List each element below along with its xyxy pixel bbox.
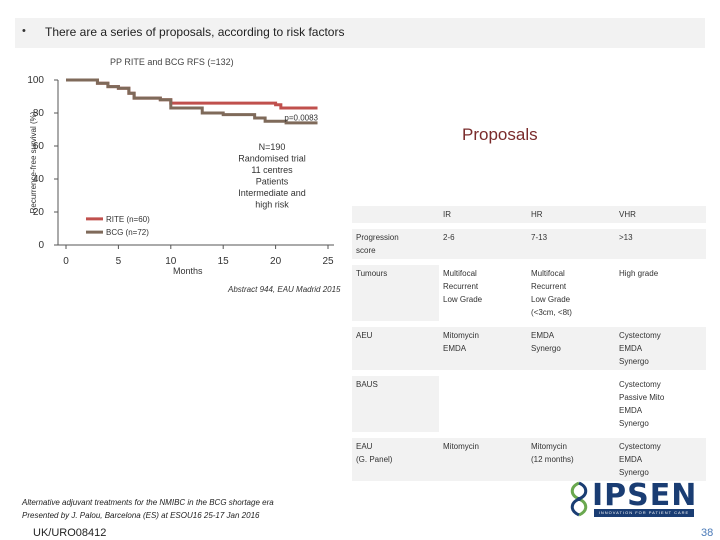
table-cell: Multifocal Recurrent Low Grade	[439, 259, 527, 324]
table-row: Progression score 2-6 7-13 >13	[352, 223, 706, 262]
header-bar	[15, 18, 705, 48]
chart-title: PP RITE and BCG RFS (=132)	[110, 57, 234, 67]
logo-mark-icon	[570, 481, 588, 517]
table-cell: Mitomycin	[439, 432, 527, 481]
row-label: AEU	[352, 321, 439, 373]
y-tick-label: 20	[33, 207, 45, 218]
annotation-line: high risk	[255, 200, 289, 210]
footer-line-1: Alternative adjuvant treatments for the …	[22, 498, 274, 507]
annotation-line: N=190	[259, 142, 286, 152]
km-survival-chart: 0 20 40 60 80 100 0 5 10 15 20 25 Months Recurrence-…	[27, 75, 334, 276]
x-tick-label: 0	[63, 256, 69, 267]
x-axis-label: Months	[173, 266, 203, 276]
column-header	[352, 206, 439, 226]
y-tick-label: 80	[33, 108, 45, 119]
y-tick-label: 60	[33, 141, 45, 152]
table-cell	[439, 370, 527, 435]
annotation-line: Intermediate and	[238, 188, 306, 198]
y-axis-label: Recurrence-free survival (%)	[29, 111, 38, 213]
table-cell: Mitomycin (12 months)	[527, 432, 615, 481]
row-label: BAUS	[352, 370, 439, 435]
logo-tagline: INNOVATION FOR PATIENT CARE	[594, 509, 694, 517]
proposals-table: IR HR VHR Progression score 2-6 7-13 >13 Tumours…	[352, 206, 706, 481]
chart-lines	[66, 78, 318, 125]
slide-heading: There are a series of proposals, accordi…	[45, 25, 345, 39]
proposals-title: Proposals	[462, 125, 538, 144]
table-cell	[527, 370, 615, 435]
legend-label: RITE (n=60)	[106, 215, 150, 224]
table-cell: EMDA Synergo	[527, 321, 615, 373]
table-cell: Cystectomy EMDA Synergo	[615, 432, 706, 481]
chart-ticks: 0 20 40 60 80 100 0 5 10 15 20 25	[27, 75, 334, 267]
chart-axes	[57, 80, 334, 246]
column-header: VHR	[615, 206, 706, 226]
x-tick-label: 5	[116, 256, 122, 267]
footer-note: Alternative adjuvant treatments for the …	[22, 496, 274, 522]
logo-wordmark: IPSEN	[592, 478, 698, 513]
row-label: EAU (G. Panel)	[352, 432, 439, 481]
legend-label: BCG (n=72)	[106, 228, 149, 237]
table-cell: Multifocal Recurrent Low Grade (<3cm, <8t)	[527, 259, 615, 324]
table-cell: 7-13	[527, 223, 615, 262]
page-number: 38	[701, 527, 714, 539]
table-row: Tumours Multifocal Recurrent Low Grade Multi…	[352, 259, 706, 324]
x-tick-label: 25	[322, 256, 334, 267]
table-cell: Mitomycin EMDA	[439, 321, 527, 373]
table-cell: >13	[615, 223, 706, 262]
table-row: AEU Mitomycin EMDA EMDA Synergo Cystectomy EMD…	[352, 321, 706, 373]
p-value-label: p=0.0083	[284, 114, 318, 123]
column-header: HR	[527, 206, 615, 226]
table-cell: High grade	[615, 259, 706, 324]
table-header-row: IR HR VHR	[352, 206, 706, 226]
x-tick-label: 20	[270, 256, 282, 267]
column-header: IR	[439, 206, 527, 226]
row-label: Progression score	[352, 223, 439, 262]
table-row: BAUS Cystectomy Passive Mito EMDA Synergo	[352, 370, 706, 435]
y-tick-label: 0	[38, 240, 44, 251]
table-row: EAU (G. Panel) Mitomycin Mitomycin (12 month…	[352, 432, 706, 481]
y-tick-label: 100	[27, 75, 44, 86]
bullet-icon: •	[22, 25, 26, 37]
series-line-bcg	[66, 78, 318, 125]
row-label: Tumours	[352, 259, 439, 324]
annotation-line: 11 centres	[251, 165, 293, 175]
annotation-line: Patients	[256, 177, 289, 187]
table-cell: Cystectomy EMDA Synergo	[615, 321, 706, 373]
x-tick-label: 15	[218, 256, 230, 267]
annotation-line: Randomised trial	[238, 154, 306, 164]
table-cell: Cystectomy Passive Mito EMDA Synergo	[615, 370, 706, 435]
footer-line-2: Presented by J. Palou, Barcelona (ES) at…	[22, 511, 260, 520]
ipsen-logo	[566, 481, 696, 521]
document-code: UK/URO08412	[33, 527, 107, 539]
reference-note: Abstract 944, EAU Madrid 2015	[228, 285, 341, 294]
y-tick-label: 40	[33, 174, 45, 185]
chart-labels: Months Recurrence-free survival (%) RITE (…	[29, 111, 319, 276]
x-tick-label: 10	[165, 256, 177, 267]
table-cell: 2-6	[439, 223, 527, 262]
